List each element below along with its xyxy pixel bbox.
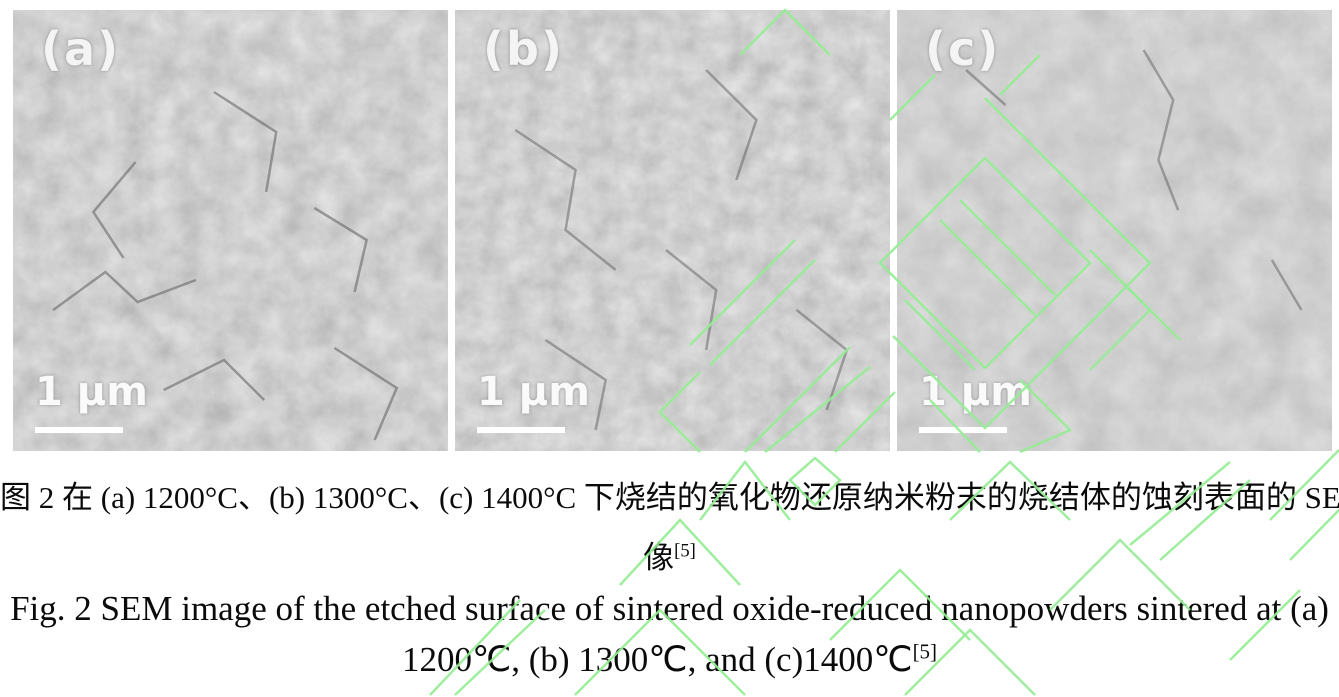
- caption-chinese-line1: 图 2 在 (a) 1200°C、(b) 1300°C、(c) 1400°C 下…: [0, 480, 1339, 515]
- panel-b-scale-bar: [477, 427, 565, 433]
- caption-english-line2: 1200℃, (b) 1300℃, and (c)1400℃[5]: [0, 640, 1339, 680]
- panel-a-label: (a): [41, 22, 121, 76]
- caption-chinese-line2: 像[5]: [0, 532, 1339, 577]
- sem-panel-b: (b) 1 μm: [455, 10, 890, 451]
- sem-micrograph-a: [13, 10, 448, 451]
- panel-c-scale-label: 1 μm: [919, 369, 1032, 415]
- panel-a-scale-label: 1 μm: [35, 369, 148, 415]
- reference-superscript-en: [5]: [912, 639, 938, 664]
- sem-figure-row: (a) 1 μm: [13, 10, 1332, 451]
- caption-chinese-line2-text: 像: [643, 540, 675, 575]
- reference-superscript-cn: [5]: [674, 540, 696, 562]
- panel-c-scale-bar: [919, 427, 1007, 433]
- panel-c-label: (c): [925, 22, 1001, 76]
- caption-english-line2-text: 1200℃, (b) 1300℃, and (c)1400℃: [401, 640, 913, 679]
- panel-b-label: (b): [483, 22, 564, 76]
- sem-panel-c: (c) 1 μm: [897, 10, 1332, 451]
- caption-english-line1: Fig. 2 SEM image of the etched surface o…: [10, 589, 1329, 628]
- panel-a-scale-bar: [35, 427, 123, 433]
- panel-b-scale-label: 1 μm: [477, 369, 590, 415]
- sem-panel-a: (a) 1 μm: [13, 10, 448, 451]
